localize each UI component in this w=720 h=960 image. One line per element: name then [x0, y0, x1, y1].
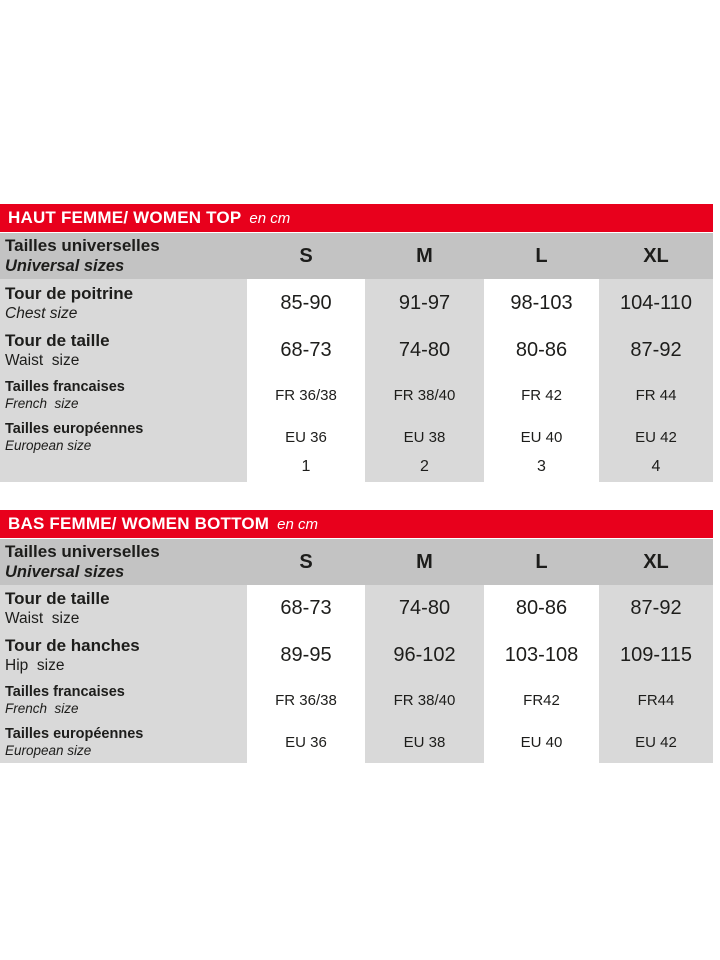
waist-size-value-m: 74-80: [365, 327, 484, 374]
women-top-unit-label: en cm: [249, 209, 291, 227]
size-column-header-s-2: S: [299, 550, 313, 573]
size-column-header-xl-2: XL: [643, 550, 669, 573]
chest-size-label-fr: Tour de poitrine: [5, 283, 134, 303]
size-column-header-s: S: [299, 244, 313, 267]
french-size-row-bottom: Tailles francaises French size FR 36/38 …: [0, 679, 713, 721]
women-bottom-header-bar: BAS FEMME/ WOMEN BOTTOM en cm: [0, 510, 713, 538]
french-size-row: Tailles francaises French size FR 36/38 …: [0, 374, 713, 416]
chest-size-value-s: 85-90: [280, 291, 332, 314]
chest-size-label-cell: Tour de poitrine Chest size: [0, 279, 247, 327]
hip-size-value-l: 103-108: [504, 644, 579, 666]
universal-sizes-label-fr-2: Tailles universelles: [5, 542, 160, 562]
chest-size-row: Tour de poitrine Chest size 85-90 91-97 …: [0, 279, 713, 327]
universal-sizes-label-fr: Tailles universelles: [5, 236, 160, 256]
women-bottom-title: BAS FEMME/ WOMEN BOTTOM: [8, 514, 270, 533]
waist-size-bottom-value-xl: 87-92: [599, 585, 713, 632]
waist-size-bottom-value-l: 80-86: [515, 597, 568, 619]
waist-size-row-bottom: Tour de taille Waist size 68-73 74-80 80…: [0, 585, 713, 632]
numeric-size-value-xl: 4: [599, 458, 713, 482]
european-size-value-xl: EU 42: [599, 416, 713, 458]
european-size-label-cell-bottom: Tailles européennes European size: [0, 721, 247, 763]
hip-size-label-cell: Tour de hanches Hip size: [0, 632, 247, 679]
hip-size-value-s: 89-95: [280, 644, 332, 666]
women-bottom-unit-label: en cm: [277, 515, 319, 533]
french-size-label-cell: Tailles francaises French size: [0, 374, 247, 416]
european-size-row: Tailles européennes European size EU 36 …: [0, 416, 713, 458]
european-size-label-cell: Tailles européennes European size: [0, 416, 247, 458]
hip-size-value-m: 96-102: [365, 632, 484, 679]
french-size-bottom-value-m: FR 38/40: [365, 679, 484, 721]
european-size-value-l: EU 40: [520, 428, 563, 446]
chest-size-value-l: 98-103: [510, 291, 573, 314]
french-size-value-s: FR 36/38: [275, 386, 337, 404]
european-size-label-fr: Tailles européennes: [5, 420, 144, 437]
french-size-label-fr-bottom: Tailles francaises: [5, 683, 125, 700]
women-top-title: HAUT FEMME/ WOMEN TOP: [8, 208, 242, 227]
chest-size-label-en: Chest size: [5, 304, 78, 322]
european-size-row-bottom: Tailles européennes European size EU 36 …: [0, 721, 713, 763]
waist-size-label-cell: Tour de taille Waist size: [0, 327, 247, 374]
french-size-label-en-bottom: French size: [5, 700, 79, 716]
hip-size-label-en: Hip size: [5, 657, 65, 675]
waist-size-label-fr: Tour de taille: [5, 331, 110, 351]
european-size-bottom-value-l: EU 40: [520, 733, 563, 751]
european-size-label-fr-bottom: Tailles européennes: [5, 725, 144, 742]
universal-sizes-header-cell-2: Tailles universelles Universal sizes: [0, 539, 247, 585]
universal-sizes-header-cell: Tailles universelles Universal sizes: [0, 233, 247, 279]
waist-size-label-fr-bottom: Tour de taille: [5, 589, 110, 609]
waist-size-label-en-bottom: Waist size: [5, 610, 80, 628]
waist-size-row: Tour de taille Waist size 68-73 74-80 80…: [0, 327, 713, 374]
european-size-label-en-bottom: European size: [5, 742, 92, 758]
french-size-value-m: FR 38/40: [365, 374, 484, 416]
european-size-value-m: EU 38: [365, 416, 484, 458]
women-bottom-sizes-header-row: Tailles universelles Universal sizes S M…: [0, 539, 713, 585]
waist-size-bottom-value-m: 74-80: [365, 585, 484, 632]
french-size-bottom-value-xl: FR44: [599, 679, 713, 721]
french-size-value-l: FR 42: [521, 386, 562, 404]
numeric-size-label-cell: [0, 458, 247, 482]
numeric-size-value-s: 1: [301, 458, 311, 475]
numeric-size-row: 1 2 3 4: [0, 458, 713, 482]
hip-size-value-xl: 109-115: [599, 632, 713, 679]
universal-sizes-label-en-2: Universal sizes: [5, 563, 125, 582]
european-size-bottom-value-xl: EU 42: [599, 721, 713, 763]
size-column-header-xl: XL: [643, 244, 669, 267]
hip-size-row: Tour de hanches Hip size 89-95 96-102 10…: [0, 632, 713, 679]
size-column-header-m-2: M: [416, 550, 433, 573]
size-column-header-l-2: L: [535, 550, 548, 573]
french-size-label-en: French size: [5, 395, 79, 411]
chest-size-value-m: 91-97: [365, 279, 484, 327]
size-column-header-m: M: [416, 244, 433, 267]
universal-sizes-label-en: Universal sizes: [5, 257, 125, 276]
numeric-size-value-m: 2: [365, 458, 484, 482]
women-top-size-table: HAUT FEMME/ WOMEN TOP en cm Tailles univ…: [0, 204, 713, 482]
french-size-bottom-value-l: FR42: [523, 691, 560, 709]
french-size-label-cell-bottom: Tailles francaises French size: [0, 679, 247, 721]
waist-size-label-cell-bottom: Tour de taille Waist size: [0, 585, 247, 632]
hip-size-label-fr: Tour de hanches: [5, 636, 140, 656]
european-size-value-s: EU 36: [285, 428, 327, 446]
waist-size-value-s: 68-73: [280, 339, 332, 361]
women-top-sizes-header-row: Tailles universelles Universal sizes S M…: [0, 233, 713, 279]
size-column-header-l: L: [535, 244, 548, 267]
european-size-bottom-value-s: EU 36: [285, 733, 327, 751]
chest-size-value-xl: 104-110: [599, 279, 713, 327]
french-size-label-fr: Tailles francaises: [5, 378, 125, 395]
french-size-value-xl: FR 44: [599, 374, 713, 416]
women-bottom-size-table: BAS FEMME/ WOMEN BOTTOM en cm Tailles un…: [0, 510, 713, 763]
waist-size-label-en: Waist size: [5, 352, 80, 370]
european-size-label-en: European size: [5, 437, 92, 453]
numeric-size-value-l: 3: [537, 458, 546, 475]
waist-size-value-l: 80-86: [515, 339, 568, 361]
french-size-bottom-value-s: FR 36/38: [275, 691, 337, 709]
european-size-bottom-value-m: EU 38: [365, 721, 484, 763]
waist-size-bottom-value-s: 68-73: [280, 597, 332, 619]
women-top-header-bar: HAUT FEMME/ WOMEN TOP en cm: [0, 204, 713, 232]
waist-size-value-xl: 87-92: [599, 327, 713, 374]
